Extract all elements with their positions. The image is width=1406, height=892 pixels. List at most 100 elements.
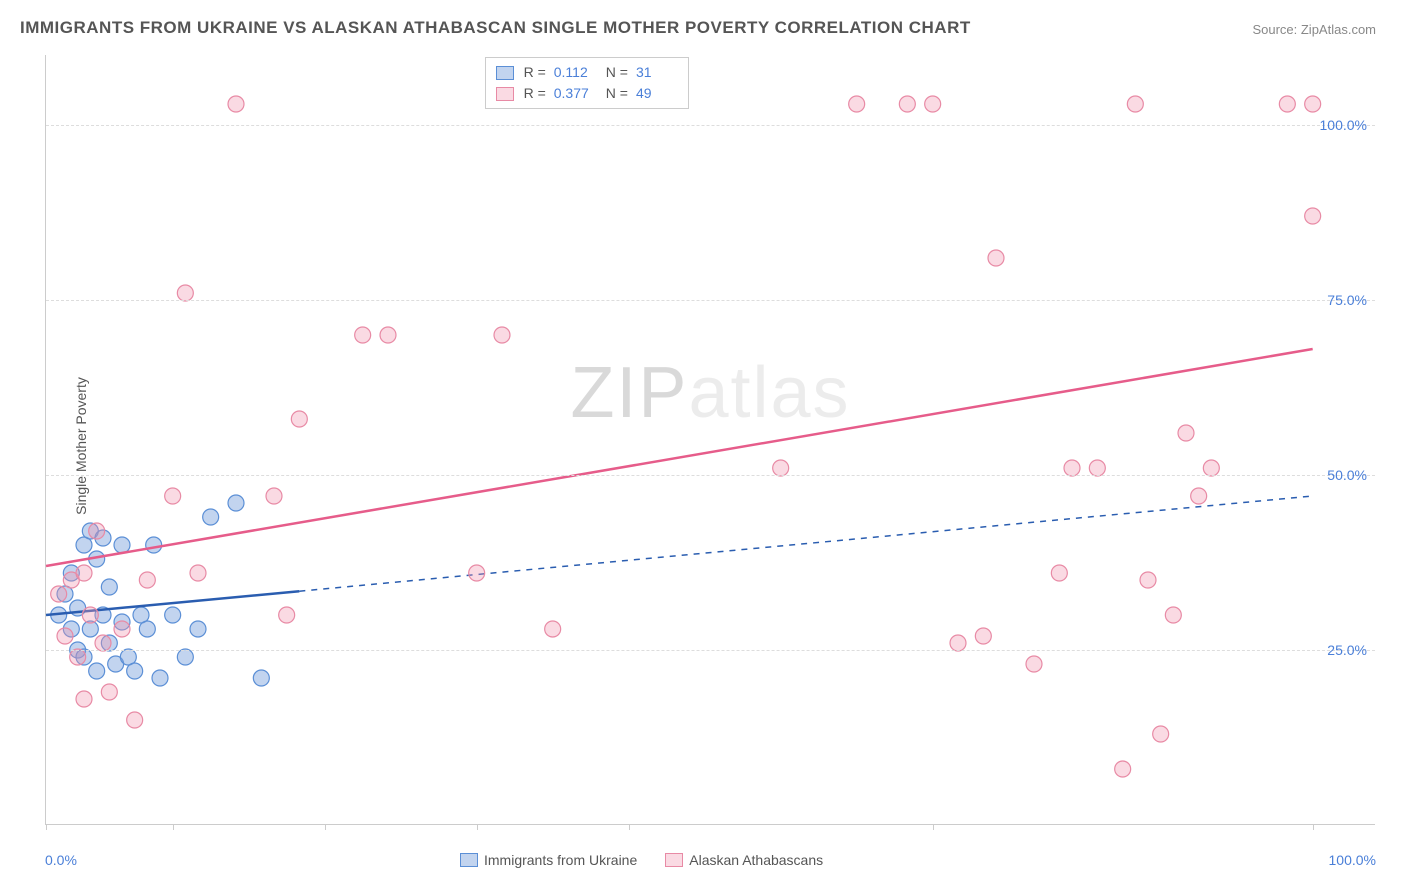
scatter-point xyxy=(139,572,155,588)
y-tick-label: 50.0% xyxy=(1327,467,1367,483)
legend-swatch-icon xyxy=(460,853,478,867)
scatter-point xyxy=(1064,460,1080,476)
legend-bottom: Immigrants from Ukraine Alaskan Athabasca… xyxy=(460,852,823,868)
scatter-point xyxy=(899,96,915,112)
scatter-point xyxy=(380,327,396,343)
legend-n-label: N = xyxy=(606,62,628,83)
legend-series-name: Immigrants from Ukraine xyxy=(484,852,637,868)
gridline xyxy=(46,475,1375,476)
legend-series-name: Alaskan Athabascans xyxy=(689,852,823,868)
scatter-point xyxy=(1178,425,1194,441)
legend-series-item: Immigrants from Ukraine xyxy=(460,852,637,868)
scatter-point xyxy=(95,635,111,651)
gridline xyxy=(46,650,1375,651)
legend-r-label: R = xyxy=(524,83,546,104)
y-tick-label: 100.0% xyxy=(1320,117,1367,133)
scatter-point xyxy=(70,649,86,665)
scatter-point xyxy=(228,495,244,511)
trend-line-dashed xyxy=(299,496,1312,591)
legend-r-label: R = xyxy=(524,62,546,83)
scatter-point xyxy=(1153,726,1169,742)
x-tick xyxy=(477,824,478,830)
scatter-point xyxy=(51,586,67,602)
gridline xyxy=(46,125,1375,126)
scatter-point xyxy=(950,635,966,651)
scatter-point xyxy=(152,670,168,686)
scatter-point xyxy=(165,607,181,623)
x-tick xyxy=(325,824,326,830)
scatter-point xyxy=(57,628,73,644)
legend-n-value: 31 xyxy=(636,62,678,83)
scatter-point xyxy=(165,488,181,504)
legend-n-label: N = xyxy=(606,83,628,104)
gridline xyxy=(46,300,1375,301)
legend-stat-row: R = 0.112 N = 31 xyxy=(496,62,678,83)
scatter-point xyxy=(849,96,865,112)
trend-line-solid xyxy=(46,349,1313,566)
legend-r-value: 0.112 xyxy=(554,62,596,83)
scatter-point xyxy=(545,621,561,637)
x-tick xyxy=(173,824,174,830)
scatter-point xyxy=(76,691,92,707)
scatter-point xyxy=(1140,572,1156,588)
scatter-point xyxy=(773,460,789,476)
legend-r-value: 0.377 xyxy=(554,83,596,104)
legend-swatch-icon xyxy=(496,66,514,80)
scatter-point xyxy=(494,327,510,343)
x-tick xyxy=(1313,824,1314,830)
scatter-point xyxy=(925,96,941,112)
legend-swatch-icon xyxy=(496,87,514,101)
scatter-point xyxy=(1165,607,1181,623)
x-tick xyxy=(46,824,47,830)
scatter-svg xyxy=(46,55,1375,824)
scatter-point xyxy=(190,621,206,637)
scatter-point xyxy=(203,509,219,525)
scatter-point xyxy=(82,607,98,623)
chart-title: IMMIGRANTS FROM UKRAINE VS ALASKAN ATHAB… xyxy=(20,18,971,38)
scatter-point xyxy=(139,621,155,637)
scatter-point xyxy=(1279,96,1295,112)
scatter-point xyxy=(291,411,307,427)
scatter-point xyxy=(76,565,92,581)
scatter-point xyxy=(1051,565,1067,581)
x-min-label: 0.0% xyxy=(45,852,77,868)
scatter-point xyxy=(228,96,244,112)
legend-stats-box: R = 0.112 N = 31 R = 0.377 N = 49 xyxy=(485,57,689,109)
scatter-point xyxy=(101,579,117,595)
x-tick xyxy=(933,824,934,830)
scatter-point xyxy=(146,537,162,553)
y-tick-label: 75.0% xyxy=(1327,292,1367,308)
legend-n-value: 49 xyxy=(636,83,678,104)
x-max-label: 100.0% xyxy=(1329,852,1376,868)
scatter-point xyxy=(89,523,105,539)
scatter-point xyxy=(1089,460,1105,476)
scatter-point xyxy=(177,649,193,665)
chart-plot-area: ZIPatlas R =0.112N =31R =0.377N =49 25.0… xyxy=(45,55,1375,825)
y-tick-label: 25.0% xyxy=(1327,642,1367,658)
legend-swatch-icon xyxy=(665,853,683,867)
scatter-point xyxy=(1127,96,1143,112)
scatter-point xyxy=(975,628,991,644)
scatter-point xyxy=(355,327,371,343)
scatter-point xyxy=(1115,761,1131,777)
legend-series-item: Alaskan Athabascans xyxy=(665,852,823,868)
scatter-point xyxy=(114,621,130,637)
scatter-point xyxy=(1305,96,1321,112)
scatter-point xyxy=(190,565,206,581)
scatter-point xyxy=(1191,488,1207,504)
scatter-point xyxy=(988,250,1004,266)
scatter-point xyxy=(469,565,485,581)
x-tick xyxy=(629,824,630,830)
scatter-point xyxy=(101,684,117,700)
scatter-point xyxy=(1305,208,1321,224)
scatter-point xyxy=(127,663,143,679)
scatter-point xyxy=(89,663,105,679)
source-label: Source: ZipAtlas.com xyxy=(1252,22,1376,37)
legend-stat-row: R = 0.377 N = 49 xyxy=(496,83,678,104)
scatter-point xyxy=(177,285,193,301)
scatter-point xyxy=(114,537,130,553)
scatter-point xyxy=(279,607,295,623)
scatter-point xyxy=(266,488,282,504)
scatter-point xyxy=(253,670,269,686)
scatter-point xyxy=(1203,460,1219,476)
